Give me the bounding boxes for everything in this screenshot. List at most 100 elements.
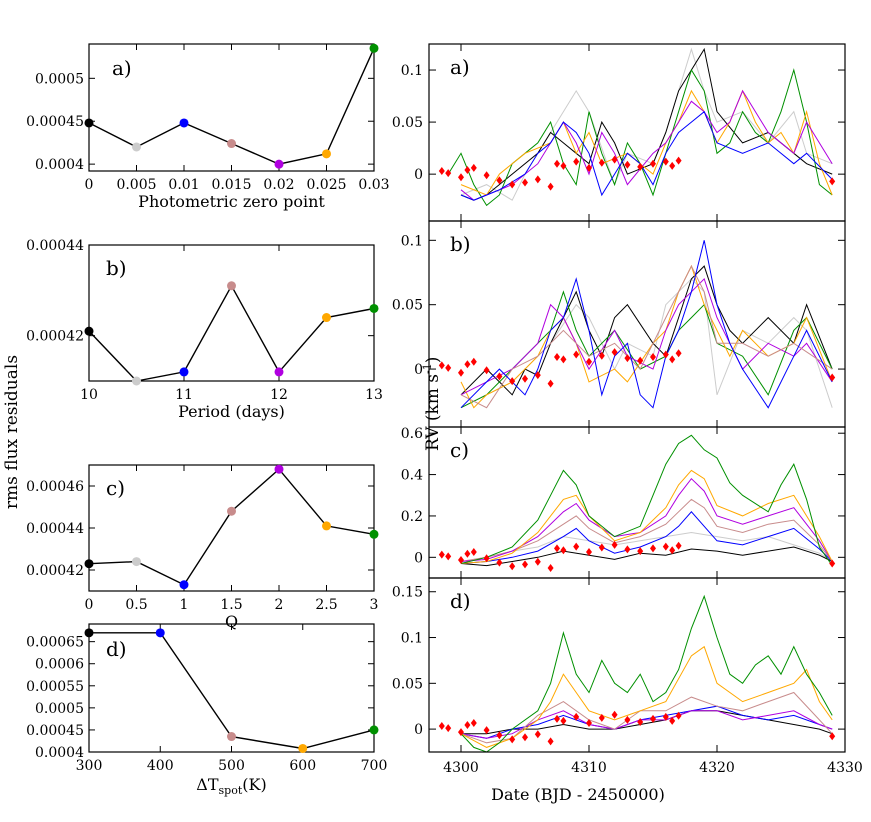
rv-observation	[611, 540, 618, 549]
rv-observation	[509, 377, 516, 386]
data-point	[179, 118, 189, 128]
x-axis-label: Q	[225, 612, 238, 631]
x-tick-label: 11	[175, 387, 193, 403]
rv-observation	[509, 180, 516, 189]
rv-observation	[662, 157, 669, 166]
rv-observation	[675, 156, 682, 165]
rv-observation	[445, 169, 452, 178]
rv-observation	[522, 733, 528, 742]
rv-observation	[464, 360, 471, 369]
rv-observation	[829, 559, 836, 568]
data-point	[84, 118, 94, 128]
model-rv-line	[460, 265, 833, 396]
rv-observation	[464, 549, 471, 558]
x-tick-label: 700	[361, 758, 388, 774]
rv-observation	[637, 356, 644, 365]
rv-observation	[470, 357, 477, 366]
right-y-axis-label-close: )	[422, 356, 443, 364]
model-rv-line	[460, 47, 833, 201]
panel-frame	[428, 220, 846, 428]
rv-observation	[458, 173, 464, 182]
y-tick-label: 0.00045	[26, 723, 84, 739]
rv-observation	[438, 722, 445, 731]
x-tick-label: 4320	[699, 760, 735, 776]
data-point	[298, 743, 308, 753]
rv-observation	[669, 716, 676, 725]
y-tick-label: 0.00045	[26, 114, 84, 130]
rv-observation	[650, 352, 656, 361]
left-panel-1: 0 0.005 0.01 0.015 0.02 0.025 0.03 0.0004 0.0004…	[26, 43, 390, 211]
rv-observation	[534, 175, 541, 184]
x-tick-label: 1.5	[220, 597, 242, 613]
rv-observation	[438, 550, 445, 559]
panel-label: b)	[106, 256, 127, 280]
rv-observation	[662, 350, 669, 359]
rv-observation	[598, 713, 605, 722]
panel-frame	[88, 244, 375, 382]
rv-observation	[522, 374, 528, 383]
y-tick-label: 0.00042	[26, 563, 84, 579]
right-y-axis-label-sup: -1	[421, 363, 435, 374]
x-tick-label: 13	[365, 387, 383, 403]
model-rv-line	[460, 645, 833, 748]
rv-observation	[470, 163, 477, 172]
panel-frame	[88, 464, 375, 592]
model-rv-line	[460, 290, 833, 409]
x-axis-label: Photometric zero point	[138, 192, 325, 211]
rv-observation	[624, 715, 631, 724]
model-rv-line	[460, 531, 833, 562]
data-point	[84, 559, 94, 569]
y-tick-label: 0	[414, 362, 423, 378]
left-panel-3: 0 0.5 1 1.5 2 2.5 3 0.00042 0.00044 0.00046 c) Q	[26, 464, 379, 631]
rv-observation	[624, 545, 631, 554]
panel-frame	[88, 43, 375, 172]
panel-label: d)	[106, 637, 127, 661]
rv-observation	[560, 546, 567, 555]
model-rv-line	[460, 264, 833, 409]
right-panel-2: 0 0.05 0.1 b)	[392, 220, 846, 428]
rv-observation	[547, 379, 554, 388]
x-tick-label: 3	[370, 597, 379, 613]
x-tick-label: 0.005	[116, 177, 156, 193]
rv-observation	[509, 735, 516, 744]
right-x-axis-label: Date (BJD - 2450000)	[491, 785, 665, 804]
data-point	[369, 43, 379, 53]
rv-observation	[547, 737, 554, 746]
rv-observation	[464, 721, 471, 730]
rv-observation	[586, 163, 592, 172]
rv-observation	[534, 557, 541, 566]
data-point	[132, 142, 141, 152]
rv-observation	[650, 159, 656, 168]
y-tick-label: 0.0004	[35, 157, 84, 173]
x-tick-label: 10	[80, 387, 98, 403]
rv-observation	[598, 158, 605, 167]
panel-label: c)	[450, 438, 469, 462]
data-point	[369, 303, 379, 313]
x-tick-label: 0.03	[358, 177, 389, 193]
rv-observation	[560, 355, 567, 364]
x-axis-label: ΔTspot(K)	[196, 775, 266, 797]
rv-observation	[534, 371, 541, 380]
y-tick-label: 0.05	[392, 676, 423, 692]
y-tick-label: 0	[414, 722, 423, 738]
rv-observation	[445, 363, 452, 372]
data-point	[227, 281, 236, 291]
y-tick-label: 0.4	[401, 468, 423, 484]
rv-observation	[522, 560, 528, 569]
rv-observation	[573, 712, 580, 721]
data-line	[89, 632, 375, 750]
panel-label: d)	[450, 589, 471, 613]
x-tick-label: 0.01	[168, 177, 199, 193]
rv-observation	[650, 714, 656, 723]
panel-label: a)	[450, 55, 470, 79]
rv-observation	[554, 352, 560, 361]
rv-observation	[598, 351, 605, 360]
y-tick-label: 0.00065	[26, 635, 84, 651]
panel-frame	[428, 43, 846, 222]
x-tick-label: 0.5	[125, 597, 147, 613]
model-rv-line	[460, 47, 833, 201]
data-point	[132, 557, 141, 567]
panel-label: c)	[106, 476, 125, 500]
rv-observation	[662, 542, 669, 551]
model-rv-line	[460, 89, 833, 201]
